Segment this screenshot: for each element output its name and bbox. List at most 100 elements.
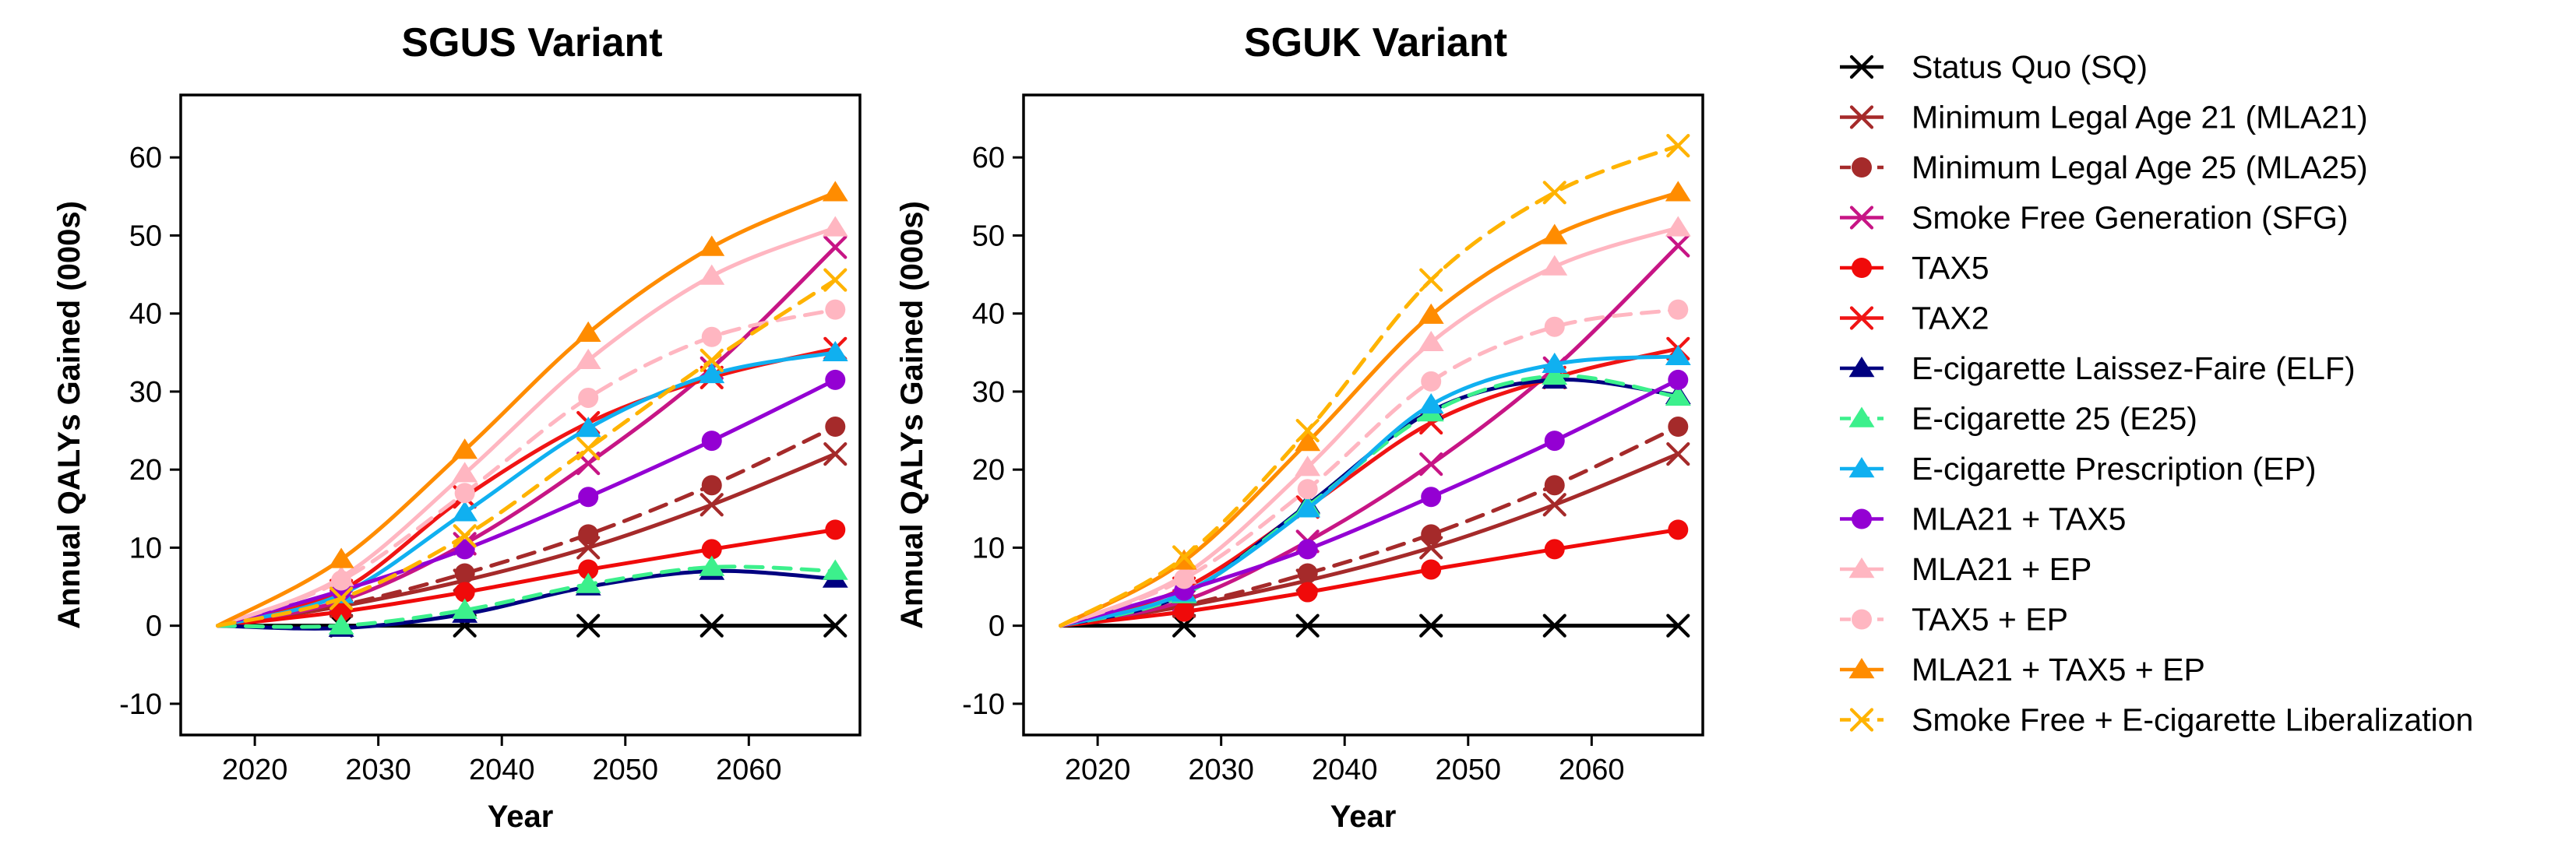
series-mla21-tax5: [216, 369, 846, 628]
legend-swatch-marker: [1848, 658, 1875, 679]
y-tick-label: 50: [129, 220, 162, 252]
series-tax2: [216, 336, 848, 628]
legend-label: E-cigarette Laissez-Faire (ELF): [1912, 350, 2356, 386]
data-point: [1419, 614, 1443, 638]
data-point: [1665, 344, 1691, 366]
legend-label: TAX2: [1912, 301, 1989, 336]
series-mla21-tax5-ep: [1059, 181, 1691, 628]
data-point: [1421, 371, 1442, 392]
series-line: [1059, 424, 1680, 628]
x-tick-label: 2050: [1435, 754, 1501, 786]
series-line: [216, 527, 837, 628]
legend-swatch-marker: [1849, 206, 1874, 230]
legend: Status Quo (SQ) Minimum Legal Age 21 (MLA…: [1840, 49, 2473, 738]
legend-label: Smoke Free Generation (SFG): [1912, 200, 2349, 236]
legend-label: TAX5: [1912, 250, 1989, 286]
data-point: [1665, 216, 1691, 237]
data-point: [825, 519, 846, 540]
legend-label: E-cigarette 25 (E25): [1912, 401, 2197, 437]
legend-swatch-marker: [1848, 457, 1875, 478]
y-tick-label: -10: [119, 688, 162, 721]
legend-item-mla21-tax5: MLA21 + TAX5: [1840, 501, 2126, 537]
data-point: [575, 321, 601, 342]
x-axis-label: Year: [1330, 800, 1397, 834]
legend-swatch-marker: [1849, 105, 1874, 129]
data-point: [1297, 563, 1318, 584]
data-point: [575, 572, 601, 593]
data-point: [452, 438, 478, 459]
series-line: [1059, 190, 1680, 628]
data-point: [1544, 539, 1565, 560]
data-point: [1542, 181, 1566, 205]
series-line: [216, 225, 837, 628]
data-point: [578, 387, 599, 408]
y-tick-label: -10: [962, 688, 1005, 721]
data-point: [1295, 497, 1321, 518]
data-point: [452, 598, 478, 619]
data-point: [453, 524, 477, 548]
data-point: [1542, 364, 1568, 385]
data-point: [701, 539, 722, 560]
series-mla21-tax5: [1059, 369, 1689, 628]
data-point: [329, 586, 354, 610]
data-point: [1668, 417, 1689, 438]
panel-title: SGUK Variant: [1244, 20, 1507, 65]
legend-item-mla21-tax5-ep: MLA21 + TAX5 + EP: [1840, 652, 2205, 687]
legend-swatch-marker: [1848, 557, 1875, 578]
data-point: [1421, 487, 1442, 508]
x-tick-label: 2060: [716, 754, 782, 786]
legend-swatch-marker: [1852, 609, 1872, 630]
data-point: [1295, 418, 1320, 443]
y-axis-label: Annual QALYs Gained (000s): [895, 201, 929, 629]
series-line: [1059, 374, 1680, 628]
data-point: [1542, 493, 1566, 517]
series-line: [216, 244, 837, 628]
series-status-quo-sq: [1059, 614, 1690, 638]
series-smoke-free-e-cigarette-liberalization: [1059, 134, 1690, 628]
legend-item-e-cigarette-prescription-ep: E-cigarette Prescription (EP): [1840, 451, 2317, 487]
legend-swatch-marker: [1852, 157, 1872, 178]
y-tick-label: 0: [146, 610, 162, 643]
data-point: [1419, 268, 1443, 292]
data-point: [575, 348, 601, 370]
legend-item-smoke-free-e-cigarette-liberalization: Smoke Free + E-cigarette Liberalization: [1840, 702, 2473, 738]
legend-label: Minimum Legal Age 25 (MLA25): [1912, 149, 2368, 185]
data-point: [576, 614, 601, 638]
series-line: [216, 350, 837, 628]
data-point: [1418, 303, 1444, 324]
series-line: [1059, 527, 1680, 628]
data-point: [823, 268, 848, 292]
x-tick-label: 2050: [592, 754, 658, 786]
y-tick-label: 50: [972, 220, 1005, 252]
y-tick-label: 10: [129, 532, 162, 564]
legend-swatch-marker: [1849, 306, 1874, 330]
data-point: [1542, 255, 1568, 276]
data-point: [1418, 393, 1444, 414]
y-tick-label: 0: [988, 610, 1005, 643]
data-point: [1544, 431, 1565, 452]
data-point: [576, 437, 601, 461]
data-point: [452, 462, 478, 483]
series-line: [216, 190, 837, 628]
series-tax5: [216, 519, 846, 628]
legend-label: MLA21 + EP: [1912, 551, 2091, 587]
data-point: [578, 524, 599, 545]
data-point: [699, 235, 725, 256]
legend-swatch-marker: [1848, 357, 1875, 378]
data-point: [1295, 431, 1321, 452]
x-tick-label: 2020: [1065, 754, 1131, 786]
series-line: [1059, 308, 1680, 628]
series-smoke-free-e-cigarette-liberalization: [216, 268, 848, 628]
legend-item-tax2: TAX2: [1840, 301, 1989, 336]
data-point: [822, 559, 848, 580]
series-line: [216, 564, 837, 629]
legend-item-minimum-legal-age-25-mla25: Minimum Legal Age 25 (MLA25): [1840, 149, 2368, 185]
data-point: [825, 369, 846, 390]
y-tick-label: 60: [129, 142, 162, 174]
data-point: [454, 483, 475, 504]
data-point: [1665, 181, 1691, 202]
series-line: [1059, 378, 1680, 628]
legend-item-minimum-legal-age-21-mla21: Minimum Legal Age 21 (MLA21): [1840, 100, 2368, 135]
legend-label: Minimum Legal Age 21 (MLA21): [1912, 100, 2368, 135]
